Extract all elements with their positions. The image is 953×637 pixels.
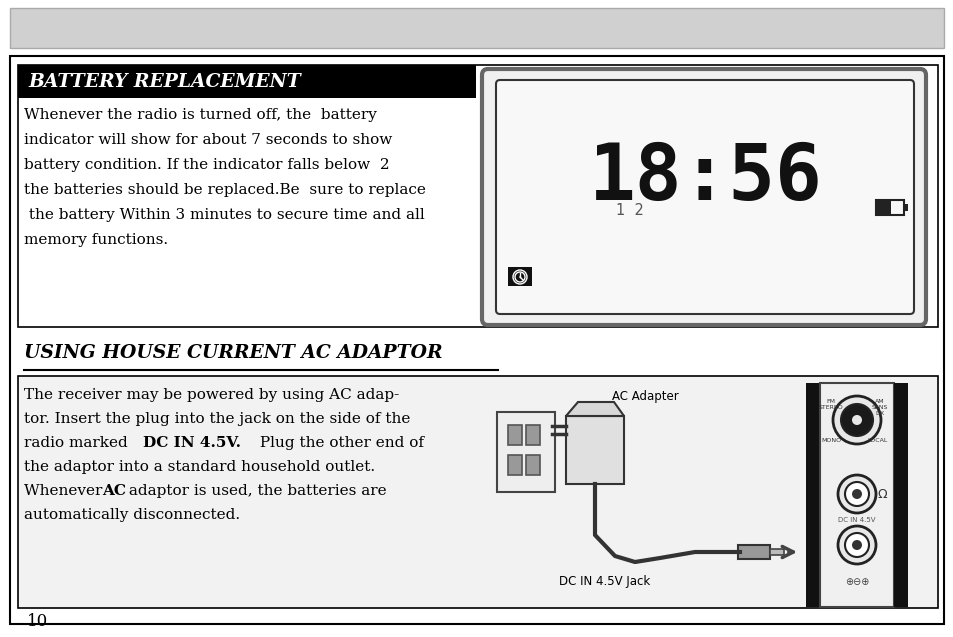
Text: radio marked: radio marked	[24, 436, 132, 450]
Text: AM
SENS
DX: AM SENS DX	[871, 399, 887, 415]
Polygon shape	[565, 402, 623, 416]
Circle shape	[851, 415, 862, 425]
Text: Ω: Ω	[877, 487, 886, 501]
Text: AC: AC	[102, 484, 126, 498]
Bar	[903, 204, 907, 211]
Circle shape	[513, 270, 526, 284]
Bar	[738, 545, 769, 559]
Bar	[18, 65, 476, 98]
Bar	[875, 200, 903, 215]
Text: automatically disconnected.: automatically disconnected.	[24, 508, 240, 522]
FancyBboxPatch shape	[481, 69, 925, 325]
Bar	[820, 383, 893, 607]
Text: the adaptor into a standard household outlet.: the adaptor into a standard household ou…	[24, 460, 375, 474]
Bar	[507, 425, 521, 445]
Circle shape	[851, 540, 862, 550]
Circle shape	[832, 396, 880, 444]
Text: MONO: MONO	[821, 438, 841, 443]
Bar	[525, 425, 539, 445]
Bar	[507, 455, 521, 475]
Text: AC Adapter: AC Adapter	[611, 390, 678, 403]
Text: 10: 10	[28, 613, 49, 631]
Text: Whenever the radio is turned off, the  battery: Whenever the radio is turned off, the ba…	[24, 108, 376, 122]
Circle shape	[851, 489, 862, 499]
Bar	[18, 376, 937, 608]
Bar	[769, 549, 783, 555]
Text: LOCAL: LOCAL	[867, 438, 887, 443]
Text: Plug the other end of: Plug the other end of	[254, 436, 423, 450]
Text: DC IN 4.5V: DC IN 4.5V	[838, 517, 875, 523]
Bar	[10, 56, 943, 624]
Text: BATTERY REPLACEMENT: BATTERY REPLACEMENT	[28, 73, 300, 91]
Text: Whenever: Whenever	[24, 484, 107, 498]
Text: the battery Within 3 minutes to secure time and all: the battery Within 3 minutes to secure t…	[24, 208, 424, 222]
Text: USING HOUSE CURRENT AC ADAPTOR: USING HOUSE CURRENT AC ADAPTOR	[24, 344, 442, 362]
Text: DC IN 4.5V Jack: DC IN 4.5V Jack	[558, 575, 650, 588]
Text: 18:56: 18:56	[589, 140, 822, 216]
Text: FM
STEREO: FM STEREO	[818, 399, 842, 410]
Bar	[507, 267, 532, 286]
Bar	[525, 455, 539, 475]
Bar	[10, 8, 943, 48]
Circle shape	[841, 404, 872, 436]
Text: indicator will show for about 7 seconds to show: indicator will show for about 7 seconds …	[24, 133, 392, 147]
Text: DC IN 4.5V.: DC IN 4.5V.	[143, 436, 241, 450]
Circle shape	[837, 475, 875, 513]
Circle shape	[844, 482, 868, 506]
Circle shape	[515, 272, 524, 282]
Text: The receiver may be powered by using AC adap-: The receiver may be powered by using AC …	[24, 388, 399, 402]
Bar	[497, 412, 555, 492]
Circle shape	[837, 526, 875, 564]
Text: adaptor is used, the batteries are: adaptor is used, the batteries are	[124, 484, 386, 498]
Bar	[565, 416, 623, 484]
Text: 1  2: 1 2	[616, 203, 643, 217]
Text: tor. Insert the plug into the jack on the side of the: tor. Insert the plug into the jack on th…	[24, 412, 410, 426]
Text: battery condition. If the indicator falls below  2: battery condition. If the indicator fall…	[24, 158, 389, 172]
FancyBboxPatch shape	[496, 80, 913, 314]
Text: ⊕⊖⊕: ⊕⊖⊕	[844, 577, 868, 587]
Circle shape	[844, 533, 868, 557]
Bar	[805, 383, 820, 607]
Text: memory functions.: memory functions.	[24, 233, 168, 247]
Bar	[18, 65, 937, 327]
Bar	[876, 201, 890, 214]
Bar	[893, 383, 907, 607]
Text: the batteries should be replaced.Be  sure to replace: the batteries should be replaced.Be sure…	[24, 183, 425, 197]
